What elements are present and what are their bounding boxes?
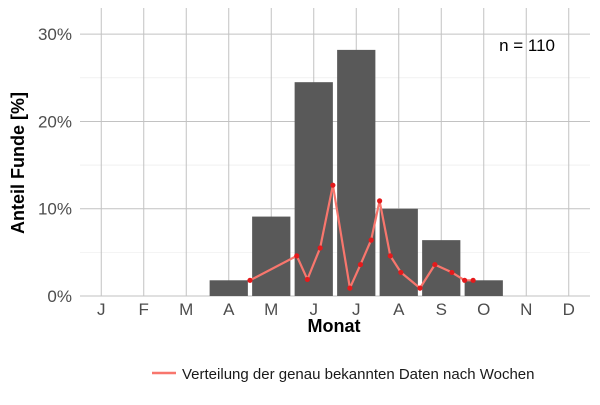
weekly-data-point	[247, 277, 253, 283]
weekly-data-point	[377, 198, 383, 204]
weekly-distribution-line	[249, 184, 474, 290]
bar	[252, 216, 291, 296]
tick-layer: 0% 10% 20% 30% J F M A M J J A S O N D	[38, 25, 575, 319]
x-axis-title: Monat	[308, 316, 361, 336]
weekly-data-point	[449, 269, 455, 276]
line-layer	[247, 182, 476, 291]
weekly-data-point	[357, 261, 364, 268]
x-tick-label: J	[352, 300, 361, 319]
y-tick-label: 20%	[38, 112, 72, 131]
x-tick-label: N	[520, 300, 532, 319]
legend-label: Verteilung der genau bekannten Daten nac…	[182, 366, 535, 383]
y-axis-title: Anteil Funde [%]	[8, 92, 28, 234]
y-tick-label: 0%	[47, 287, 72, 306]
y-tick-label: 10%	[38, 200, 72, 219]
weekly-data-point	[317, 245, 323, 251]
x-tick-label: D	[563, 300, 575, 319]
weekly-data-point	[417, 285, 423, 291]
x-tick-label: S	[436, 300, 447, 319]
x-tick-label: O	[477, 300, 490, 319]
x-tick-label: J	[310, 300, 319, 319]
bar	[337, 49, 376, 297]
x-tick-label: A	[393, 300, 405, 319]
bar	[209, 280, 248, 296]
bar	[464, 280, 503, 296]
weekly-data-point	[470, 277, 476, 283]
bar	[294, 82, 333, 296]
weekly-data-point	[432, 261, 438, 268]
weekly-data-point	[368, 237, 374, 243]
x-tick-label: A	[223, 300, 235, 319]
bar-layer	[209, 49, 503, 297]
x-tick-label: M	[179, 300, 193, 319]
sample-size-annotation: n = 110	[499, 36, 555, 55]
weekly-data-point	[330, 182, 336, 188]
weekly-data-point	[462, 277, 468, 283]
y-tick-label: 30%	[38, 25, 72, 44]
legend: Verteilung der genau bekannten Daten nac…	[152, 366, 535, 383]
weekly-data-point	[398, 269, 404, 276]
weekly-data-point	[304, 276, 310, 283]
weekly-data-point	[347, 285, 353, 291]
x-tick-label: F	[139, 300, 149, 319]
weekly-data-point	[387, 253, 393, 259]
x-tick-label: M	[264, 300, 278, 319]
weekly-data-point	[294, 253, 300, 259]
x-tick-label: J	[97, 300, 106, 319]
